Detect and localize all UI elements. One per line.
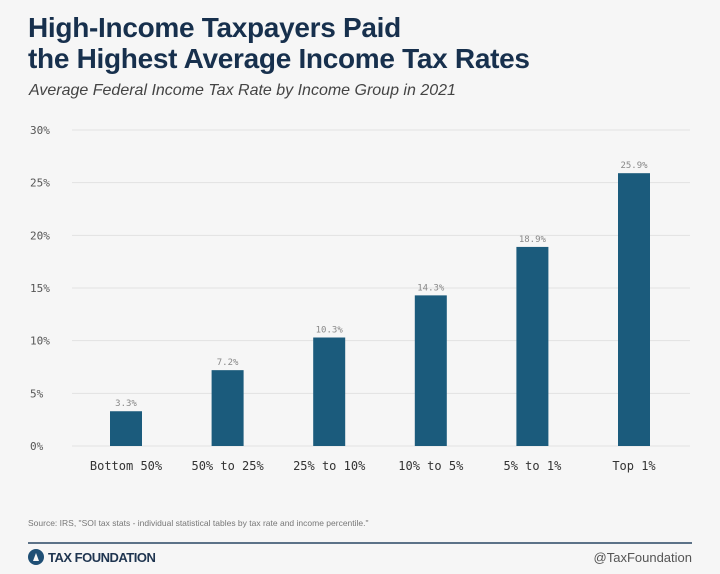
chart-subtitle: Average Federal Income Tax Rate by Incom… [29,82,456,99]
twitter-handle: @TaxFoundation [593,550,692,565]
bar [211,370,244,446]
source-note: Source: IRS, "SOI tax stats - individual… [28,518,369,528]
data-label: 18.9% [519,235,547,245]
y-tick-label: 10% [30,335,50,348]
logo-text: TAX FOUNDATION [48,549,156,565]
x-tick-label: 10% to 5% [398,459,464,473]
data-label: 3.3% [115,399,137,409]
data-label: 10.3% [316,326,344,336]
footer-divider [28,542,692,544]
bar [516,246,549,446]
logo-icon [28,549,44,565]
data-label: 25.9% [620,161,648,171]
y-tick-label: 30% [30,124,50,137]
x-tick-label: 5% to 1% [504,459,563,473]
bar [110,411,142,446]
y-tick-label: 15% [30,282,50,295]
title-line-1: High-Income Taxpayers Paid [28,12,401,43]
data-label: 7.2% [217,358,239,368]
x-tick-label: Top 1% [612,459,656,473]
y-tick-label: 20% [30,229,50,242]
x-tick-label: Bottom 50% [90,459,163,473]
title-line-2: the Highest Average Income Tax Rates [28,43,530,74]
bar [313,337,346,446]
y-tick-label: 0% [30,440,44,453]
bar [618,173,650,447]
y-tick-label: 5% [30,387,44,400]
x-tick-label: 50% to 25% [191,459,264,473]
x-tick-label: 25% to 10% [293,459,366,473]
tax-foundation-logo: TAX FOUNDATION [28,549,156,565]
data-label: 14.3% [417,283,445,293]
bar [414,295,447,446]
chart-title: High-Income Taxpayers Paid the Highest A… [28,12,530,74]
y-tick-label: 25% [30,177,50,190]
